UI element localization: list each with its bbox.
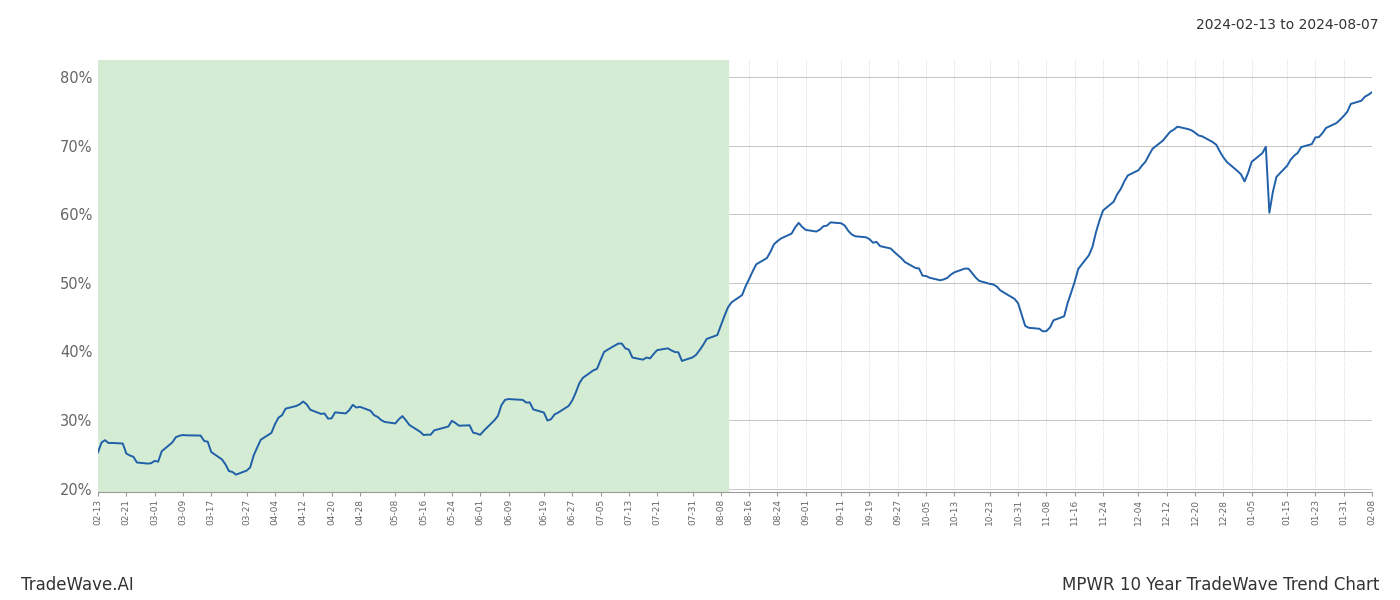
Text: TradeWave.AI: TradeWave.AI — [21, 576, 134, 594]
Text: 2024-02-13 to 2024-08-07: 2024-02-13 to 2024-08-07 — [1197, 18, 1379, 32]
Bar — [98, 60, 728, 492]
Text: MPWR 10 Year TradeWave Trend Chart: MPWR 10 Year TradeWave Trend Chart — [1061, 576, 1379, 594]
